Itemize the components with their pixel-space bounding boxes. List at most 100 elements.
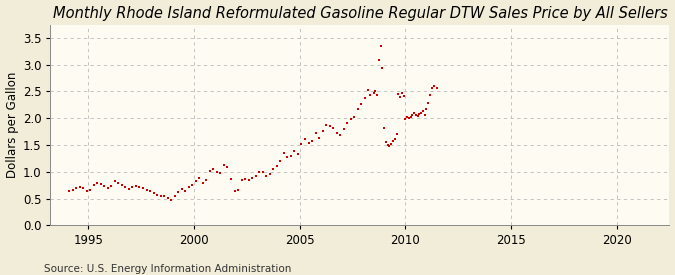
Point <box>387 139 398 143</box>
Point <box>389 136 400 141</box>
Point <box>431 86 442 90</box>
Point <box>414 112 425 116</box>
Point <box>412 113 423 118</box>
Point <box>243 178 254 183</box>
Point <box>257 170 268 174</box>
Point <box>124 187 134 191</box>
Point <box>427 86 437 90</box>
Text: Source: U.S. Energy Information Administration: Source: U.S. Energy Information Administ… <box>44 264 291 274</box>
Point <box>205 169 215 174</box>
Point <box>120 185 131 189</box>
Point <box>215 171 226 175</box>
Point <box>92 180 103 185</box>
Point <box>407 112 418 117</box>
Point <box>148 191 159 196</box>
Point <box>187 183 198 187</box>
Point <box>296 142 307 146</box>
Y-axis label: Dollars per Gallon: Dollars per Gallon <box>5 72 18 178</box>
Point <box>402 114 412 119</box>
Point <box>275 158 286 163</box>
Point <box>379 126 389 130</box>
Point <box>338 127 349 131</box>
Point <box>359 96 370 100</box>
Point <box>236 178 247 183</box>
Point <box>328 126 339 130</box>
Point <box>364 92 375 97</box>
Point <box>85 187 96 192</box>
Point <box>106 184 117 188</box>
Point <box>395 95 406 99</box>
Point <box>310 131 321 136</box>
Point <box>194 175 205 180</box>
Point <box>317 129 328 133</box>
Point <box>398 94 409 98</box>
Point <box>208 166 219 171</box>
Point <box>405 114 416 119</box>
Point <box>419 113 430 117</box>
Point <box>314 136 325 140</box>
Point <box>321 123 331 127</box>
Point <box>393 92 404 96</box>
Point <box>342 120 352 125</box>
Point <box>211 170 222 174</box>
Point <box>268 166 279 171</box>
Point <box>391 132 402 136</box>
Point <box>176 187 187 191</box>
Point <box>74 185 85 189</box>
Point <box>240 177 250 181</box>
Point <box>363 88 374 93</box>
Point <box>369 91 379 95</box>
Point <box>306 139 317 144</box>
Point <box>428 84 439 88</box>
Point <box>349 115 360 119</box>
Point <box>155 194 166 198</box>
Point <box>384 143 395 148</box>
Point <box>382 143 393 147</box>
Point <box>373 58 384 63</box>
Point <box>117 183 128 187</box>
Point <box>88 183 99 188</box>
Point <box>63 188 74 193</box>
Point <box>331 131 342 136</box>
Point <box>254 170 265 174</box>
Point <box>409 111 420 116</box>
Point <box>303 141 314 146</box>
Point <box>134 185 145 189</box>
Point <box>95 182 106 186</box>
Point <box>386 142 397 146</box>
Point <box>292 152 303 156</box>
Point <box>271 164 282 168</box>
Point <box>103 186 113 190</box>
Point <box>166 197 177 202</box>
Point <box>324 123 335 128</box>
Point <box>261 174 271 178</box>
Point <box>381 140 392 145</box>
Point <box>190 179 201 183</box>
Point <box>418 109 429 114</box>
Point <box>279 150 290 155</box>
Point <box>144 189 155 193</box>
Point <box>265 172 275 176</box>
Point <box>370 89 381 93</box>
Point <box>180 188 190 193</box>
Point <box>113 180 124 185</box>
Point <box>109 179 120 184</box>
Point <box>130 184 141 188</box>
Point <box>141 187 152 192</box>
Point <box>300 136 310 141</box>
Point <box>159 194 169 199</box>
Point <box>335 133 346 138</box>
Point <box>282 155 293 159</box>
Point <box>396 90 407 95</box>
Point <box>225 177 236 181</box>
Point <box>289 149 300 154</box>
Point <box>127 185 138 189</box>
Point <box>352 107 363 111</box>
Title: Monthly Rhode Island Reformulated Gasoline Regular DTW Sales Price by All Seller: Monthly Rhode Island Reformulated Gasoli… <box>53 6 668 21</box>
Point <box>71 186 82 190</box>
Point <box>425 93 435 97</box>
Point <box>233 187 244 192</box>
Point <box>67 187 78 192</box>
Point <box>201 178 212 183</box>
Point <box>81 188 92 193</box>
